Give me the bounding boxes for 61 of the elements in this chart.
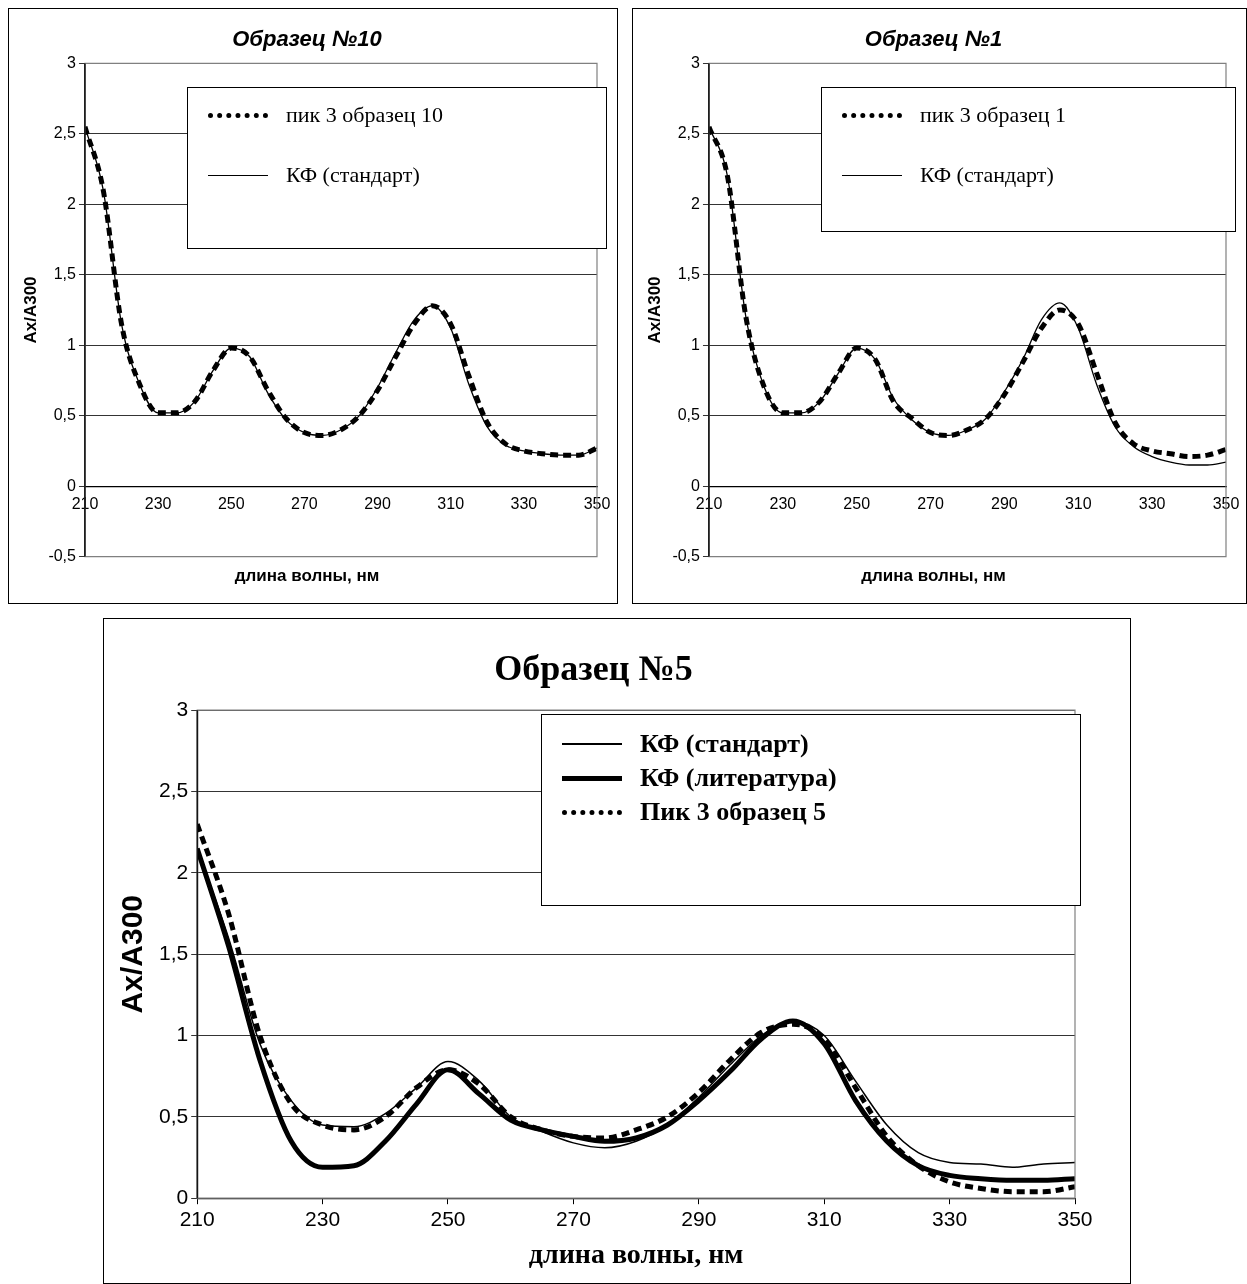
x-tick-label: 250 — [217, 495, 245, 513]
y-tick-label: 1,5 — [677, 265, 701, 283]
x-tick-label: 290 — [681, 1206, 717, 1230]
y-tick-label: 0 — [176, 1185, 189, 1208]
legend-label: КФ (стандарт) — [640, 729, 809, 760]
legend-label: пик 3 образец 1 — [920, 102, 1066, 129]
x-tick-label: 270 — [291, 495, 318, 513]
x-tick-label: 270 — [917, 495, 944, 513]
x-tick-label: 290 — [364, 495, 391, 513]
x-tick-label: 230 — [144, 495, 172, 513]
x-tick-label: 310 — [806, 1206, 842, 1230]
chart-title: Образец №1 — [864, 26, 1003, 52]
y-tick-label: 3 — [67, 53, 77, 71]
y-tick-label: -0,5 — [672, 547, 701, 565]
x-tick-label: 210 — [179, 1206, 215, 1230]
x-axis-title: длина волны, нм — [528, 1238, 744, 1270]
y-tick-label: 0,5 — [53, 406, 77, 424]
x-axis-title: длина волны, нм — [234, 566, 380, 586]
y-tick-label: 2,5 — [677, 124, 701, 142]
x-tick-label: 310 — [1064, 495, 1092, 513]
chart-title: Образец №10 — [232, 26, 383, 52]
x-tick-label: 310 — [437, 495, 465, 513]
x-tick-label: 350 — [1057, 1206, 1093, 1230]
y-axis-title: Ax/A300 — [644, 276, 664, 344]
x-tick-label: 250 — [430, 1206, 466, 1230]
x-tick-label: 330 — [1138, 495, 1166, 513]
x-tick-label: 330 — [510, 495, 538, 513]
y-tick-label: 3 — [691, 53, 701, 71]
x-tick-label: 230 — [305, 1206, 341, 1230]
y-tick-label: 2,5 — [53, 124, 77, 142]
legend-label: КФ (стандарт) — [920, 162, 1054, 189]
chart-title: Образец №5 — [494, 647, 693, 688]
x-tick-label: 230 — [769, 495, 797, 513]
y-tick-label: 0 — [691, 476, 701, 494]
x-axis-title: длина волны, нм — [861, 566, 1006, 586]
y-tick-label: 0,5 — [158, 1103, 189, 1127]
y-tick-label: 1,5 — [53, 265, 77, 283]
y-tick-label: 1,5 — [158, 941, 189, 964]
x-tick-label: 350 — [1212, 495, 1240, 513]
x-tick-label: 350 — [583, 495, 611, 513]
y-tick-label: 2 — [691, 194, 701, 212]
y-tick-label: 1 — [176, 1022, 189, 1046]
y-tick-label: 0 — [67, 476, 77, 494]
y-tick-label: 1 — [691, 335, 701, 353]
y-tick-label: 2,5 — [158, 778, 189, 802]
x-tick-label: 250 — [843, 495, 871, 513]
y-tick-label: 3 — [176, 697, 189, 720]
x-tick-label: 270 — [555, 1206, 591, 1230]
y-axis-title: Ax/A300 — [115, 895, 149, 1014]
y-tick-label: 2 — [67, 194, 77, 212]
y-tick-label: 1 — [67, 335, 77, 353]
legend-label: пик 3 образец 10 — [286, 102, 443, 129]
legend-label: КФ (стандарт) — [286, 162, 420, 189]
legend-label: Пик 3 образец 5 — [640, 797, 827, 828]
x-tick-label: 330 — [932, 1206, 968, 1230]
y-tick-label: -0,5 — [48, 547, 77, 565]
y-tick-label: 2 — [176, 859, 189, 883]
y-tick-label: 0,5 — [677, 406, 701, 424]
y-axis-title: Ax/A300 — [20, 276, 40, 344]
legend-label: КФ (литература) — [640, 763, 837, 794]
x-tick-label: 290 — [991, 495, 1018, 513]
